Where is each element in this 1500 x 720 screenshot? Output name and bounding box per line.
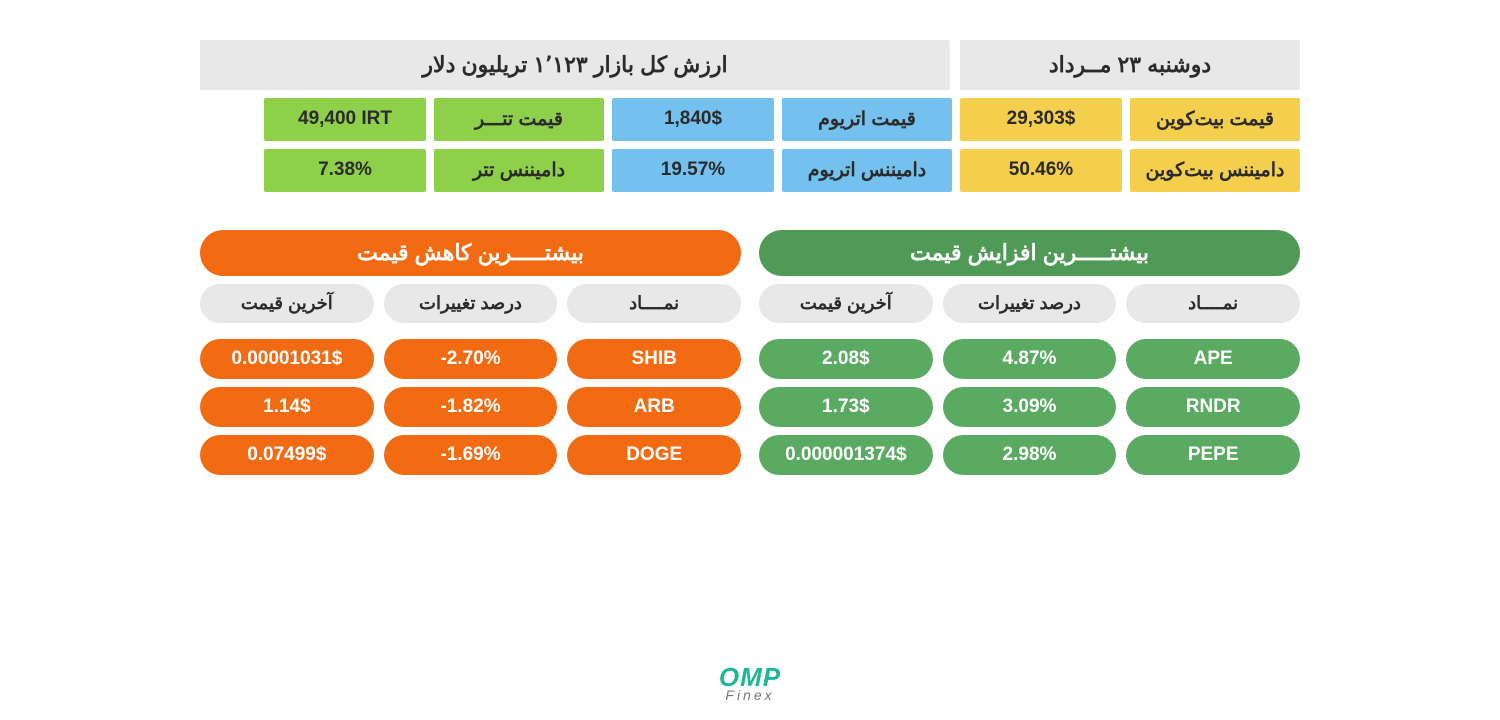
gainers-table: بیشتـــــرین افزایش قیمت نمــــاد درصد ت… xyxy=(759,230,1300,475)
usdt-dom-value: 7.38% xyxy=(264,149,426,192)
btc-dom-label: دامیننس بیت‌کوین xyxy=(1130,149,1300,192)
symbol-cell: ARB xyxy=(567,387,741,427)
col-price-header: آخرین قیمت xyxy=(200,284,374,323)
logo: OMP Finex xyxy=(200,664,1300,710)
price-cell: 0.000001374$ xyxy=(759,435,933,475)
gainers-title: بیشتـــــرین افزایش قیمت xyxy=(759,230,1300,276)
symbol-cell: PEPE xyxy=(1126,435,1300,475)
marketcap-cell: ارزش کل بازار ۱٬۱۲۳ تریلیون دلار xyxy=(200,40,950,90)
date-cell: دوشنبه ۲۳ مــرداد xyxy=(960,40,1300,90)
dominance-row: دامیننس بیت‌کوین 50.46% دامیننس اتریوم 1… xyxy=(200,149,1300,192)
logo-line2: Finex xyxy=(719,688,781,702)
symbol-cell: APE xyxy=(1126,339,1300,379)
eth-dom-label: دامیننس اتریوم xyxy=(782,149,952,192)
btc-price-label: قیمت بیت‌کوین xyxy=(1130,98,1300,141)
price-cell: 0.07499$ xyxy=(200,435,374,475)
movers-section: بیشتـــــرین افزایش قیمت نمــــاد درصد ت… xyxy=(200,230,1300,475)
table-row: PEPE2.98%0.000001374$ xyxy=(759,435,1300,475)
price-cell: 1.14$ xyxy=(200,387,374,427)
symbol-cell: SHIB xyxy=(567,339,741,379)
change-cell: -2.70% xyxy=(384,339,558,379)
col-change-header: درصد تغییرات xyxy=(384,284,558,323)
change-cell: 3.09% xyxy=(943,387,1117,427)
usdt-price-label: قیمت تتـــر xyxy=(434,98,604,141)
col-symbol-header: نمــــاد xyxy=(1126,284,1300,323)
table-row: APE4.87%2.08$ xyxy=(759,339,1300,379)
col-symbol-header: نمــــاد xyxy=(567,284,741,323)
change-cell: 4.87% xyxy=(943,339,1117,379)
eth-price-label: قیمت اتریوم xyxy=(782,98,952,141)
usdt-dom-label: دامیننس تتر xyxy=(434,149,604,192)
usdt-price-value: 49,400 IRT xyxy=(264,98,426,141)
eth-price-value: 1,840$ xyxy=(612,98,774,141)
summary-panel: دوشنبه ۲۳ مــرداد ارزش کل بازار ۱٬۱۲۳ تر… xyxy=(200,40,1300,192)
btc-dom-value: 50.46% xyxy=(960,149,1122,192)
losers-table: بیشتـــــرین کاهش قیمت نمــــاد درصد تغی… xyxy=(200,230,741,475)
price-cell: 2.08$ xyxy=(759,339,933,379)
change-cell: 2.98% xyxy=(943,435,1117,475)
table-row: SHIB-2.70%0.00001031$ xyxy=(200,339,741,379)
symbol-cell: RNDR xyxy=(1126,387,1300,427)
price-cell: 1.73$ xyxy=(759,387,933,427)
losers-head-row: نمــــاد درصد تغییرات آخرین قیمت xyxy=(200,284,741,323)
col-price-header: آخرین قیمت xyxy=(759,284,933,323)
change-cell: -1.69% xyxy=(384,435,558,475)
gainers-head-row: نمــــاد درصد تغییرات آخرین قیمت xyxy=(759,284,1300,323)
losers-title: بیشتـــــرین کاهش قیمت xyxy=(200,230,741,276)
table-row: RNDR3.09%1.73$ xyxy=(759,387,1300,427)
table-row: DOGE-1.69%0.07499$ xyxy=(200,435,741,475)
table-row: ARB-1.82%1.14$ xyxy=(200,387,741,427)
symbol-cell: DOGE xyxy=(567,435,741,475)
btc-price-value: 29,303$ xyxy=(960,98,1122,141)
eth-dom-value: 19.57% xyxy=(612,149,774,192)
price-cell: 0.00001031$ xyxy=(200,339,374,379)
header-row: دوشنبه ۲۳ مــرداد ارزش کل بازار ۱٬۱۲۳ تر… xyxy=(200,40,1300,90)
change-cell: -1.82% xyxy=(384,387,558,427)
col-change-header: درصد تغییرات xyxy=(943,284,1117,323)
price-row: قیمت بیت‌کوین 29,303$ قیمت اتریوم 1,840$… xyxy=(200,98,1300,141)
